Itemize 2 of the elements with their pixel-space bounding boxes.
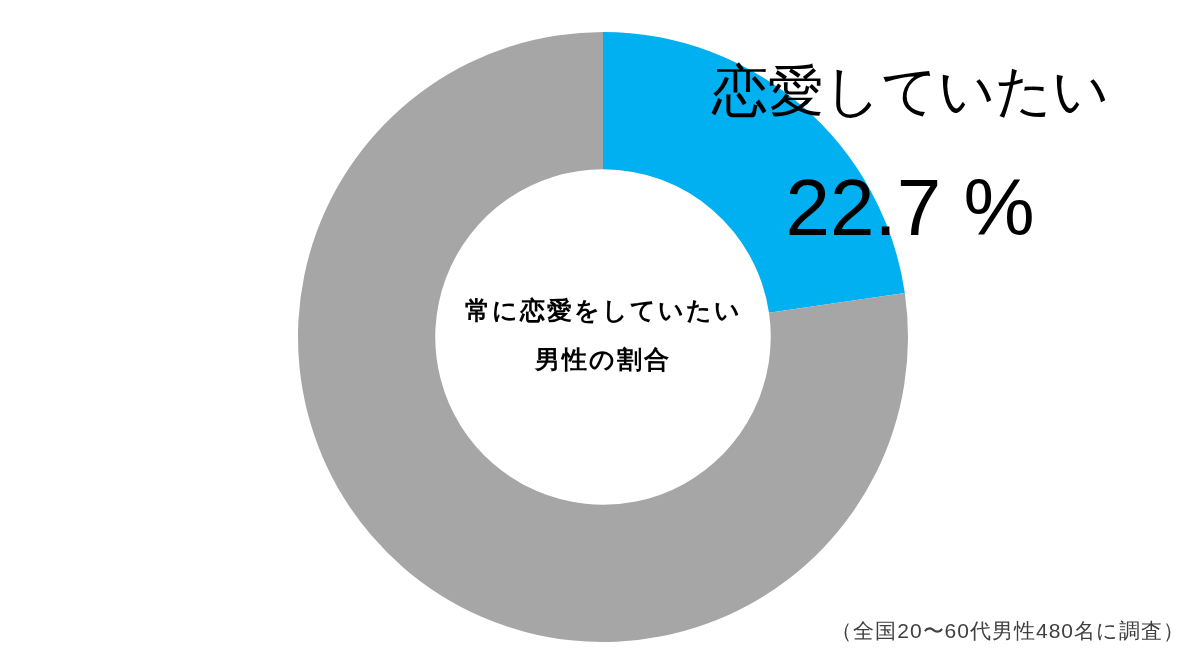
text: 常に恋愛をしていたい男性の割合 (464, 296, 742, 374)
text: （全国20〜60代男性480名に調査） (831, 618, 1185, 642)
